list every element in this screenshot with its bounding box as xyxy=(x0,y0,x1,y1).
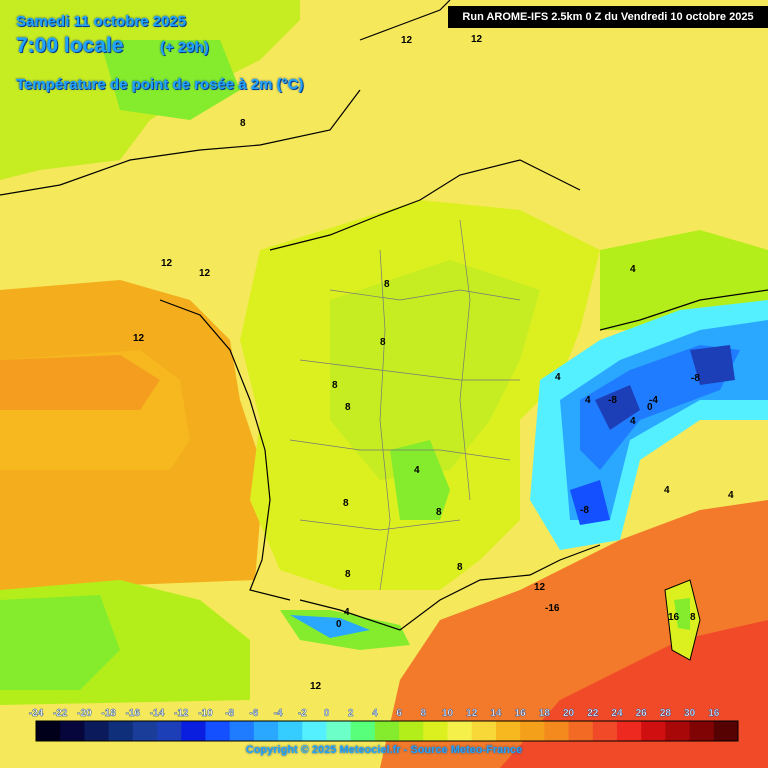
legend-swatch xyxy=(132,721,158,741)
parameter-title: Température de point de rosée à 2m (°C) xyxy=(16,76,304,93)
legend-swatch xyxy=(302,721,327,741)
legend-tick: 26 xyxy=(636,708,648,719)
legend-swatch xyxy=(544,721,570,741)
contour-label: 4 xyxy=(414,465,420,476)
contour-label: 4 xyxy=(728,490,734,501)
legend-swatch xyxy=(471,721,497,741)
legend-swatch xyxy=(350,721,376,741)
contour-label: -8 xyxy=(608,395,617,406)
legend-swatch xyxy=(229,721,255,741)
contour-label: -8 xyxy=(580,505,589,516)
legend-swatch xyxy=(568,721,594,741)
legend-tick: -24 xyxy=(29,708,44,719)
contour-label: 8 xyxy=(436,507,442,518)
legend-tick: -2 xyxy=(298,708,307,719)
legend-tick: 16 xyxy=(515,708,527,719)
contour-label: -8 xyxy=(691,373,700,384)
legend-swatch xyxy=(181,721,206,741)
legend-swatch xyxy=(36,721,61,741)
contour-label: 4 xyxy=(630,264,636,275)
color-legend: -24 -22 -20 -18 -16 -14 -12 -10 -8 -6 -4 -2 0 2 4 6 8 10 1… xyxy=(29,708,739,742)
legend-tick: 10 xyxy=(442,708,454,719)
contour-label: 4 xyxy=(555,372,561,383)
legend-tick: -20 xyxy=(77,708,92,719)
legend-swatch xyxy=(84,721,110,741)
legend-swatch xyxy=(157,721,182,741)
legend-swatch xyxy=(423,721,449,741)
legend-swatch xyxy=(205,721,231,741)
legend-tick: 0 xyxy=(324,708,330,719)
legend-tick: -10 xyxy=(198,708,213,719)
contour-label: 8 xyxy=(690,612,696,623)
legend-swatch xyxy=(108,721,134,741)
contour-label: 4 xyxy=(585,395,591,406)
contour-label: 4 xyxy=(630,416,636,427)
contour-label: 4 xyxy=(344,607,350,618)
contour-label: 12 xyxy=(133,333,145,344)
legend-tick: 6 xyxy=(396,708,402,719)
legend-tick: 28 xyxy=(660,708,672,719)
legend-swatch xyxy=(520,721,545,741)
legend-tick: -14 xyxy=(150,708,165,719)
legend-swatch xyxy=(616,721,642,741)
legend-swatch xyxy=(253,721,279,741)
copyright: Copyright © 2025 Meteociel.fr - Source M… xyxy=(245,744,523,756)
legend-swatch xyxy=(447,721,473,741)
contour-label: 8 xyxy=(240,118,246,129)
legend-swatch xyxy=(278,721,303,741)
contour-label: 12 xyxy=(401,35,413,46)
run-info: Run AROME-IFS 2.5km 0 Z du Vendredi 10 o… xyxy=(448,6,768,28)
legend-tick: 14 xyxy=(490,708,502,719)
legend-tick: -18 xyxy=(101,708,116,719)
contour-label: 8 xyxy=(343,498,349,509)
contour-label: -16 xyxy=(545,603,560,614)
legend-swatch xyxy=(60,721,85,741)
contour-label: 8 xyxy=(380,337,386,348)
forecast-date: Samedi 11 octobre 2025 xyxy=(16,13,187,30)
contour-label: 0 xyxy=(647,402,653,413)
legend-tick: -12 xyxy=(174,708,189,719)
legend-swatch xyxy=(641,721,666,741)
legend-swatch xyxy=(326,721,352,741)
contour-label: 0 xyxy=(336,619,342,630)
legend-tick: 12 xyxy=(466,708,478,719)
contour-label: 12 xyxy=(310,681,322,692)
legend-tick: 16 xyxy=(708,708,720,719)
legend-swatch xyxy=(713,721,739,741)
contour-label: 12 xyxy=(199,268,211,279)
legend-tick: -16 xyxy=(126,708,141,719)
legend-tick: -8 xyxy=(225,708,234,719)
legend-swatch xyxy=(495,721,521,741)
contour-label: 8 xyxy=(332,380,338,391)
legend-tick: 30 xyxy=(684,708,696,719)
legend-tick: -22 xyxy=(53,708,68,719)
contour-label: 12 xyxy=(471,34,483,45)
contour-label: 16 xyxy=(668,612,680,623)
contour-label: 4 xyxy=(664,485,670,496)
lead-time: (+ 29h) xyxy=(160,39,209,56)
legend-swatch xyxy=(374,721,400,741)
legend-tick: 22 xyxy=(587,708,599,719)
legend-tick: 18 xyxy=(539,708,551,719)
contour-label: 12 xyxy=(534,582,546,593)
legend-swatch xyxy=(689,721,715,741)
legend-tick: 4 xyxy=(372,708,378,719)
legend-tick: 24 xyxy=(611,708,623,719)
legend-tick: 8 xyxy=(421,708,427,719)
legend-tick: 20 xyxy=(563,708,575,719)
contour-label: -4 xyxy=(649,395,658,406)
contour-label: 8 xyxy=(345,569,351,580)
legend-swatch xyxy=(399,721,424,741)
legend-swatch xyxy=(592,721,618,741)
forecast-time: 7:00 locale xyxy=(16,34,124,57)
legend-tick: 2 xyxy=(348,708,354,719)
contour-label: 8 xyxy=(457,562,463,573)
legend-tick: -6 xyxy=(249,708,258,719)
contour-label: 12 xyxy=(161,258,173,269)
legend-tick: -4 xyxy=(274,708,283,719)
contour-label: 8 xyxy=(345,402,351,413)
contour-label: 8 xyxy=(384,279,390,290)
legend-swatch xyxy=(665,721,691,741)
